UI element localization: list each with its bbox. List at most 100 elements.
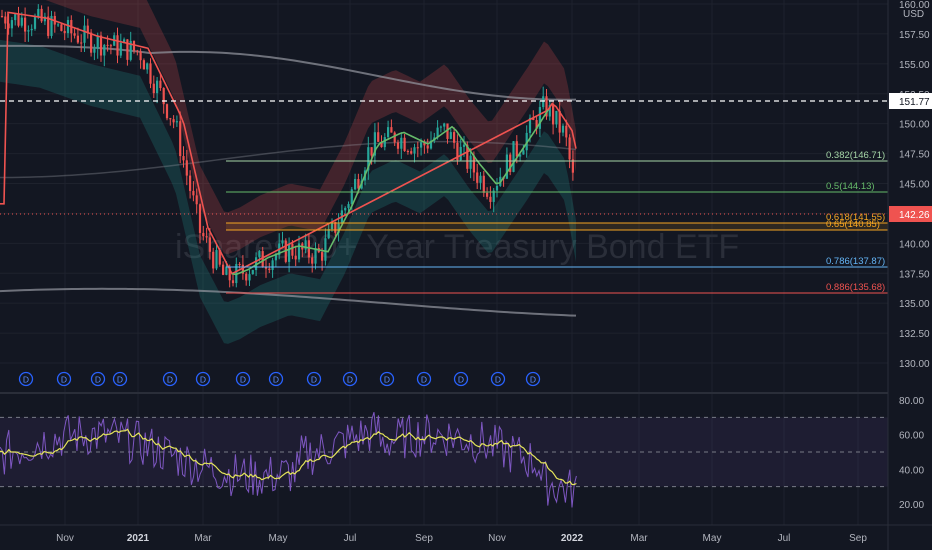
candle-body[interactable] — [443, 123, 446, 127]
candle-body[interactable] — [311, 257, 314, 264]
candle-body[interactable] — [109, 45, 112, 47]
candle-body[interactable] — [446, 123, 449, 139]
candle-body[interactable] — [165, 104, 169, 119]
candle-body[interactable] — [20, 17, 23, 26]
dividend-marker[interactable]: D — [56, 371, 72, 387]
candle-body[interactable] — [179, 121, 182, 157]
candle-body[interactable] — [162, 88, 165, 105]
candle-body[interactable] — [469, 155, 472, 169]
candle-body[interactable] — [337, 223, 340, 233]
dividend-marker[interactable]: D — [268, 371, 284, 387]
dividend-marker[interactable]: D — [379, 371, 395, 387]
dividend-marker[interactable]: D — [162, 371, 178, 387]
candle-body[interactable] — [57, 24, 60, 26]
candle-body[interactable] — [264, 267, 268, 269]
candle-body[interactable] — [522, 150, 525, 155]
candle-body[interactable] — [251, 270, 254, 275]
candle-body[interactable] — [225, 266, 228, 275]
candle-body[interactable] — [90, 32, 93, 53]
candle-body[interactable] — [479, 175, 482, 183]
candle-body[interactable] — [532, 117, 535, 121]
candle-body[interactable] — [215, 250, 218, 269]
dividend-marker[interactable]: D — [453, 371, 469, 387]
candle-body[interactable] — [321, 252, 324, 261]
candle-body[interactable] — [495, 185, 499, 191]
candle-body[interactable] — [129, 40, 132, 60]
candle-body[interactable] — [542, 96, 545, 108]
candle-body[interactable] — [185, 160, 188, 176]
candle-body[interactable] — [482, 175, 485, 193]
candle-body[interactable] — [383, 137, 386, 148]
candle-body[interactable] — [192, 190, 195, 196]
candle-body[interactable] — [175, 121, 178, 123]
candle-body[interactable] — [103, 44, 106, 56]
candle-body[interactable] — [83, 25, 86, 43]
candle-body[interactable] — [241, 264, 244, 274]
candle-body[interactable] — [50, 15, 53, 36]
candle-body[interactable] — [373, 132, 376, 156]
candle-body[interactable] — [307, 240, 310, 258]
candle-body[interactable] — [571, 159, 574, 173]
candle-body[interactable] — [271, 260, 274, 270]
candle-body[interactable] — [492, 190, 495, 202]
candle-body[interactable] — [86, 25, 89, 33]
candle-body[interactable] — [24, 17, 27, 32]
candle-body[interactable] — [406, 151, 409, 153]
candle-body[interactable] — [476, 172, 479, 183]
candle-body[interactable] — [429, 140, 433, 149]
dividend-marker[interactable]: D — [112, 371, 128, 387]
candle-body[interactable] — [314, 248, 317, 264]
candle-body[interactable] — [93, 48, 96, 53]
candle-body[interactable] — [548, 105, 551, 117]
candle-body[interactable] — [238, 263, 241, 265]
candle-body[interactable] — [99, 35, 103, 56]
candle-body[interactable] — [459, 146, 462, 161]
candle-body[interactable] — [7, 23, 10, 29]
candle-body[interactable] — [218, 250, 221, 265]
dividend-marker[interactable]: D — [306, 371, 322, 387]
candle-body[interactable] — [152, 83, 155, 94]
candle-body[interactable] — [76, 35, 79, 43]
candle-body[interactable] — [136, 50, 139, 52]
candle-body[interactable] — [387, 127, 390, 138]
candle-body[interactable] — [195, 195, 198, 205]
candle-body[interactable] — [149, 63, 152, 84]
candle-body[interactable] — [538, 107, 541, 129]
candle-body[interactable] — [403, 137, 406, 152]
candle-body[interactable] — [294, 255, 297, 260]
rsi-pane[interactable] — [0, 412, 888, 508]
candle-body[interactable] — [436, 127, 439, 138]
dividend-marker[interactable]: D — [90, 371, 106, 387]
candle-body[interactable] — [347, 204, 350, 208]
dividend-marker[interactable]: D — [18, 371, 34, 387]
candle-body[interactable] — [189, 175, 192, 191]
candle-body[interactable] — [350, 189, 353, 205]
candle-body[interactable] — [123, 39, 126, 44]
candle-body[interactable] — [202, 232, 205, 237]
candle-body[interactable] — [324, 238, 327, 261]
candle-body[interactable] — [535, 120, 538, 129]
candle-body[interactable] — [43, 16, 46, 22]
candle-body[interactable] — [169, 118, 172, 120]
fib-retracement[interactable]: 0.382(146.71) 0.5(144.13) 0.618(141.55)0.6… — [226, 150, 888, 294]
candle-body[interactable] — [565, 125, 568, 138]
candle-body[interactable] — [17, 14, 20, 26]
candle-body[interactable] — [367, 147, 370, 171]
candle-body[interactable] — [515, 141, 518, 157]
candle-body[interactable] — [142, 60, 145, 70]
candle-body[interactable] — [27, 30, 30, 32]
candle-body[interactable] — [555, 110, 558, 125]
candle-body[interactable] — [14, 14, 17, 21]
candle-body[interactable] — [0, 15, 4, 17]
candle-body[interactable] — [486, 192, 489, 197]
candle-body[interactable] — [462, 144, 466, 147]
candle-body[interactable] — [426, 145, 429, 149]
candle-body[interactable] — [126, 39, 129, 60]
candle-body[interactable] — [396, 142, 400, 149]
candle-body[interactable] — [258, 251, 261, 258]
candle-body[interactable] — [297, 243, 301, 260]
candle-body[interactable] — [106, 44, 109, 46]
candle-body[interactable] — [410, 151, 413, 154]
